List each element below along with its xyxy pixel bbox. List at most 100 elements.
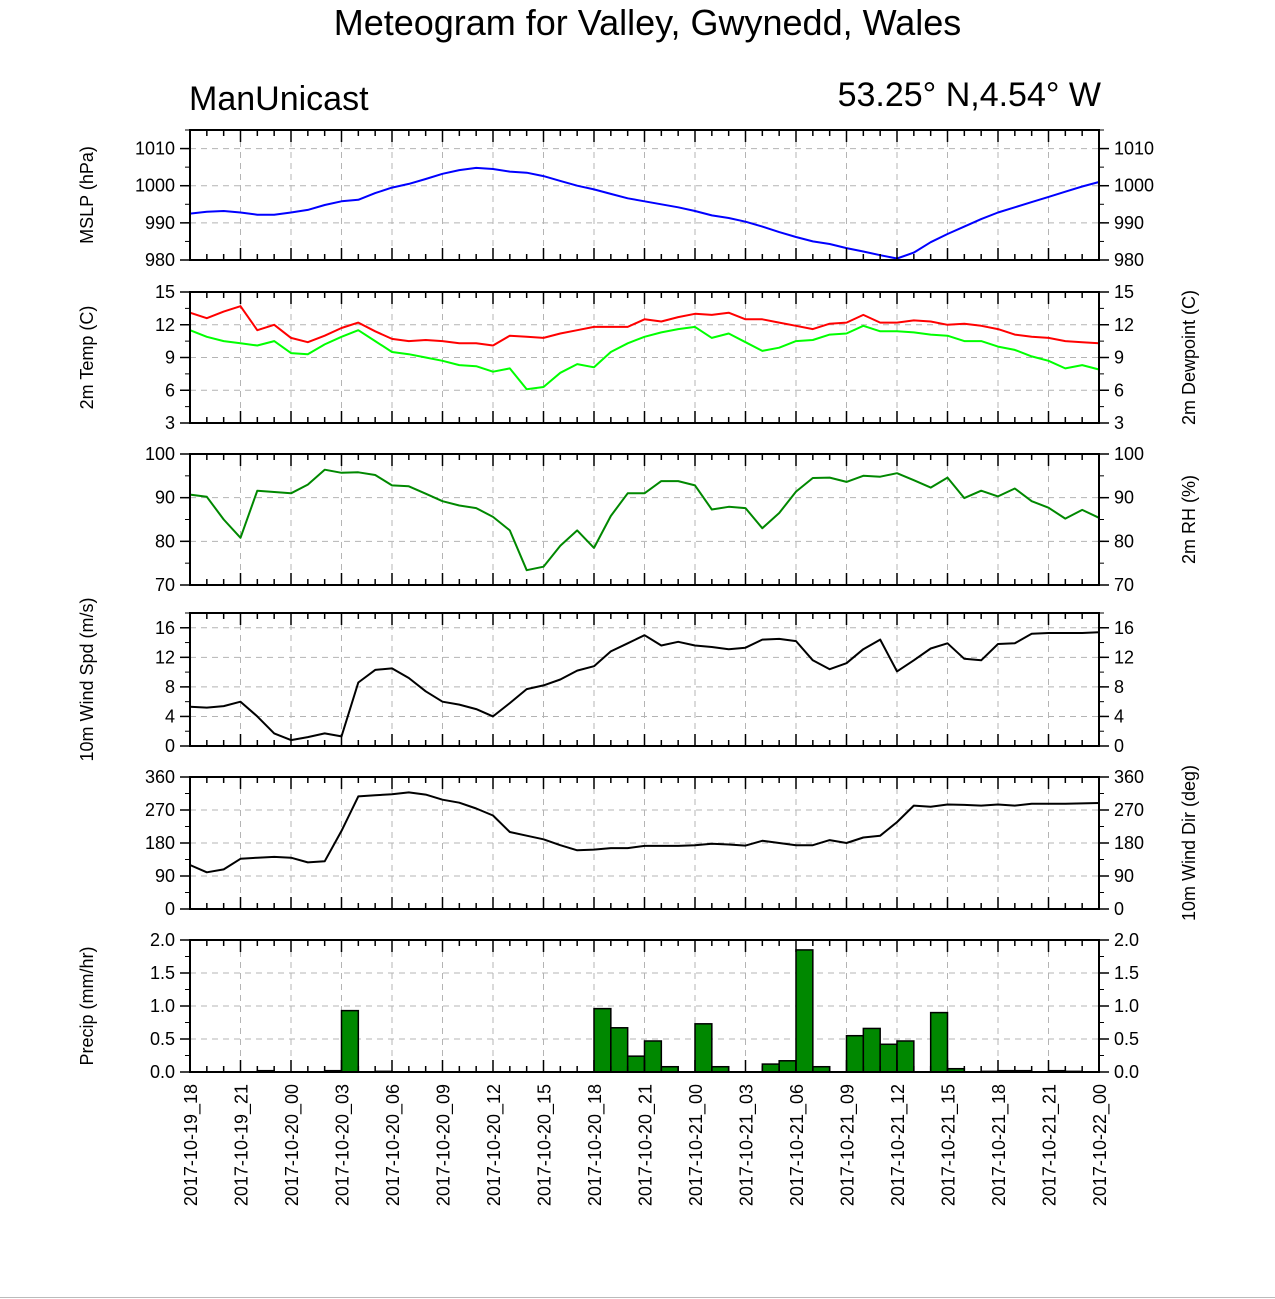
y-tick-label: 3: [165, 413, 175, 433]
y-tick-label: 2.0: [150, 930, 175, 950]
panel-5: 0.0 0.0 0.5 0.5 1.0 1.0 1.5 1.5 2.0 2.0 Precip (mm…: [77, 930, 1139, 1082]
x-tick-label: 2017-10-21_12: [888, 1084, 909, 1206]
y-tick-label: 0: [1114, 736, 1124, 756]
y-tick-label: 16: [1114, 618, 1134, 638]
y-tick-label: 4: [165, 706, 175, 726]
precip-bar: [845, 1034, 865, 1073]
precip-bar: [862, 1027, 881, 1073]
x-tick-label: 2017-10-22_00: [1090, 1084, 1111, 1206]
y-tick-label: 12: [1114, 315, 1134, 335]
y-tick-label: 360: [145, 767, 175, 787]
y-tick-label: 3: [1114, 413, 1124, 433]
y-tick-label: 8: [165, 677, 175, 697]
model-name: ManUnicast: [189, 80, 369, 118]
y-tick-label: 15: [1114, 282, 1134, 302]
y-axis-label-right: 2m RH (%): [1179, 475, 1199, 564]
location-coordinates: 53.25° N,4.54° W: [837, 76, 1101, 114]
chart-title: Meteogram for Valley, Gwynedd, Wales: [333, 2, 962, 43]
y-tick-label: 1.5: [1114, 963, 1139, 983]
y-tick-label: 1010: [1114, 139, 1154, 159]
precip-bar: [795, 949, 814, 1073]
x-tick-label: 2017-10-21_18: [989, 1084, 1010, 1206]
precip-bar: [593, 1007, 612, 1073]
y-axis-label-right: 2m Dewpoint (C): [1179, 290, 1199, 425]
series-line-0: [189, 791, 1100, 874]
y-tick-label: 6: [165, 380, 175, 400]
y-tick-label: 1.0: [1114, 996, 1139, 1016]
y-tick-label: 70: [155, 575, 175, 595]
x-tick-label: 2017-10-20_15: [535, 1084, 556, 1206]
precip-bar: [778, 1060, 797, 1073]
y-tick-label: 0.5: [150, 1029, 175, 1049]
y-tick-label: 0.0: [150, 1062, 175, 1082]
precip-bar: [610, 1027, 629, 1073]
panel-0: 980 980 990 990 1000 1000 1010 1010 MSLP (hPa): [77, 129, 1154, 270]
series-line-1: [189, 324, 1100, 391]
y-tick-label: 12: [155, 315, 175, 335]
x-tick-label: 2017-10-21_09: [838, 1084, 859, 1206]
precip-bar: [929, 1011, 949, 1073]
y-tick-label: 80: [1114, 531, 1134, 551]
y-tick-label: 1000: [1114, 176, 1154, 196]
y-tick-label: 0.0: [1114, 1062, 1139, 1082]
precip-bar: [626, 1055, 646, 1073]
y-tick-label: 1.0: [150, 996, 175, 1016]
y-tick-label: 8: [1114, 677, 1124, 697]
y-tick-label: 100: [145, 444, 175, 464]
y-axis-label-left: 2m Temp (C): [77, 306, 97, 410]
y-tick-label: 12: [1114, 647, 1134, 667]
x-tick-label: 2017-10-21_00: [686, 1084, 707, 1206]
y-tick-label: 9: [1114, 348, 1124, 368]
precip-bar: [761, 1063, 780, 1073]
y-tick-label: 80: [155, 531, 175, 551]
series-line-0: [189, 468, 1100, 572]
x-tick-label: 2017-10-19_21: [232, 1084, 253, 1206]
y-tick-label: 4: [1114, 706, 1124, 726]
y-tick-label: 0: [165, 899, 175, 919]
y-tick-label: 0: [165, 736, 175, 756]
y-tick-label: 2.0: [1114, 930, 1139, 950]
y-tick-label: 70: [1114, 575, 1134, 595]
x-tick-label: 2017-10-20_00: [282, 1084, 303, 1206]
y-tick-label: 90: [1114, 488, 1134, 508]
x-tick-label: 2017-10-20_12: [484, 1084, 505, 1206]
precip-bar: [340, 1009, 360, 1073]
x-tick-label: 2017-10-20_09: [434, 1084, 455, 1206]
y-tick-label: 0: [1114, 899, 1124, 919]
y-tick-label: 6: [1114, 380, 1124, 400]
y-tick-label: 1010: [135, 139, 175, 159]
y-tick-label: 270: [1114, 800, 1144, 820]
x-tick-label: 2017-10-21_06: [787, 1084, 808, 1206]
panel-1: 3 3 6 6 9 9 12 12 15 15 2m Temp (C) 2m Dewpoint (C): [77, 282, 1199, 433]
series-line-0: [189, 305, 1100, 347]
y-tick-label: 1.5: [150, 963, 175, 983]
y-tick-label: 0.5: [1114, 1029, 1139, 1049]
x-tick-label: 2017-10-20_18: [585, 1084, 606, 1206]
precip-bar: [643, 1040, 663, 1073]
panel-4: 0 0 90 90 180 180 270 270 360 360 10m Wind Dir (de…: [145, 765, 1199, 921]
y-tick-label: 180: [145, 833, 175, 853]
y-tick-label: 9: [165, 348, 175, 368]
y-tick-label: 90: [155, 488, 175, 508]
y-axis-label-left: 10m Wind Spd (m/s): [77, 597, 97, 761]
y-tick-label: 16: [155, 618, 175, 638]
x-tick-label: 2017-10-19_18: [181, 1084, 202, 1206]
y-tick-label: 990: [145, 213, 175, 233]
x-tick-label: 2017-10-21_03: [737, 1084, 758, 1206]
x-tick-label: 2017-10-20_06: [383, 1084, 404, 1206]
precip-bar: [896, 1040, 915, 1073]
y-tick-label: 90: [1114, 866, 1134, 886]
y-tick-label: 100: [1114, 444, 1144, 464]
y-tick-label: 990: [1114, 213, 1144, 233]
y-axis-label-left: MSLP (hPa): [77, 146, 97, 244]
panel-3: 0 0 4 4 8 8 12 12 16 16 10m Wind Spd (m/s): [77, 597, 1134, 761]
y-tick-label: 180: [1114, 833, 1144, 853]
y-axis-label-right: 10m Wind Dir (deg): [1179, 765, 1199, 921]
y-tick-label: 12: [155, 647, 175, 667]
precip-bar: [879, 1043, 898, 1073]
y-tick-label: 270: [145, 800, 175, 820]
x-tick-label: 2017-10-21_15: [939, 1084, 960, 1206]
series-line-0: [189, 166, 1100, 260]
panel-2: 70 70 80 80 90 90 100 100 2m RH (%): [145, 444, 1199, 595]
